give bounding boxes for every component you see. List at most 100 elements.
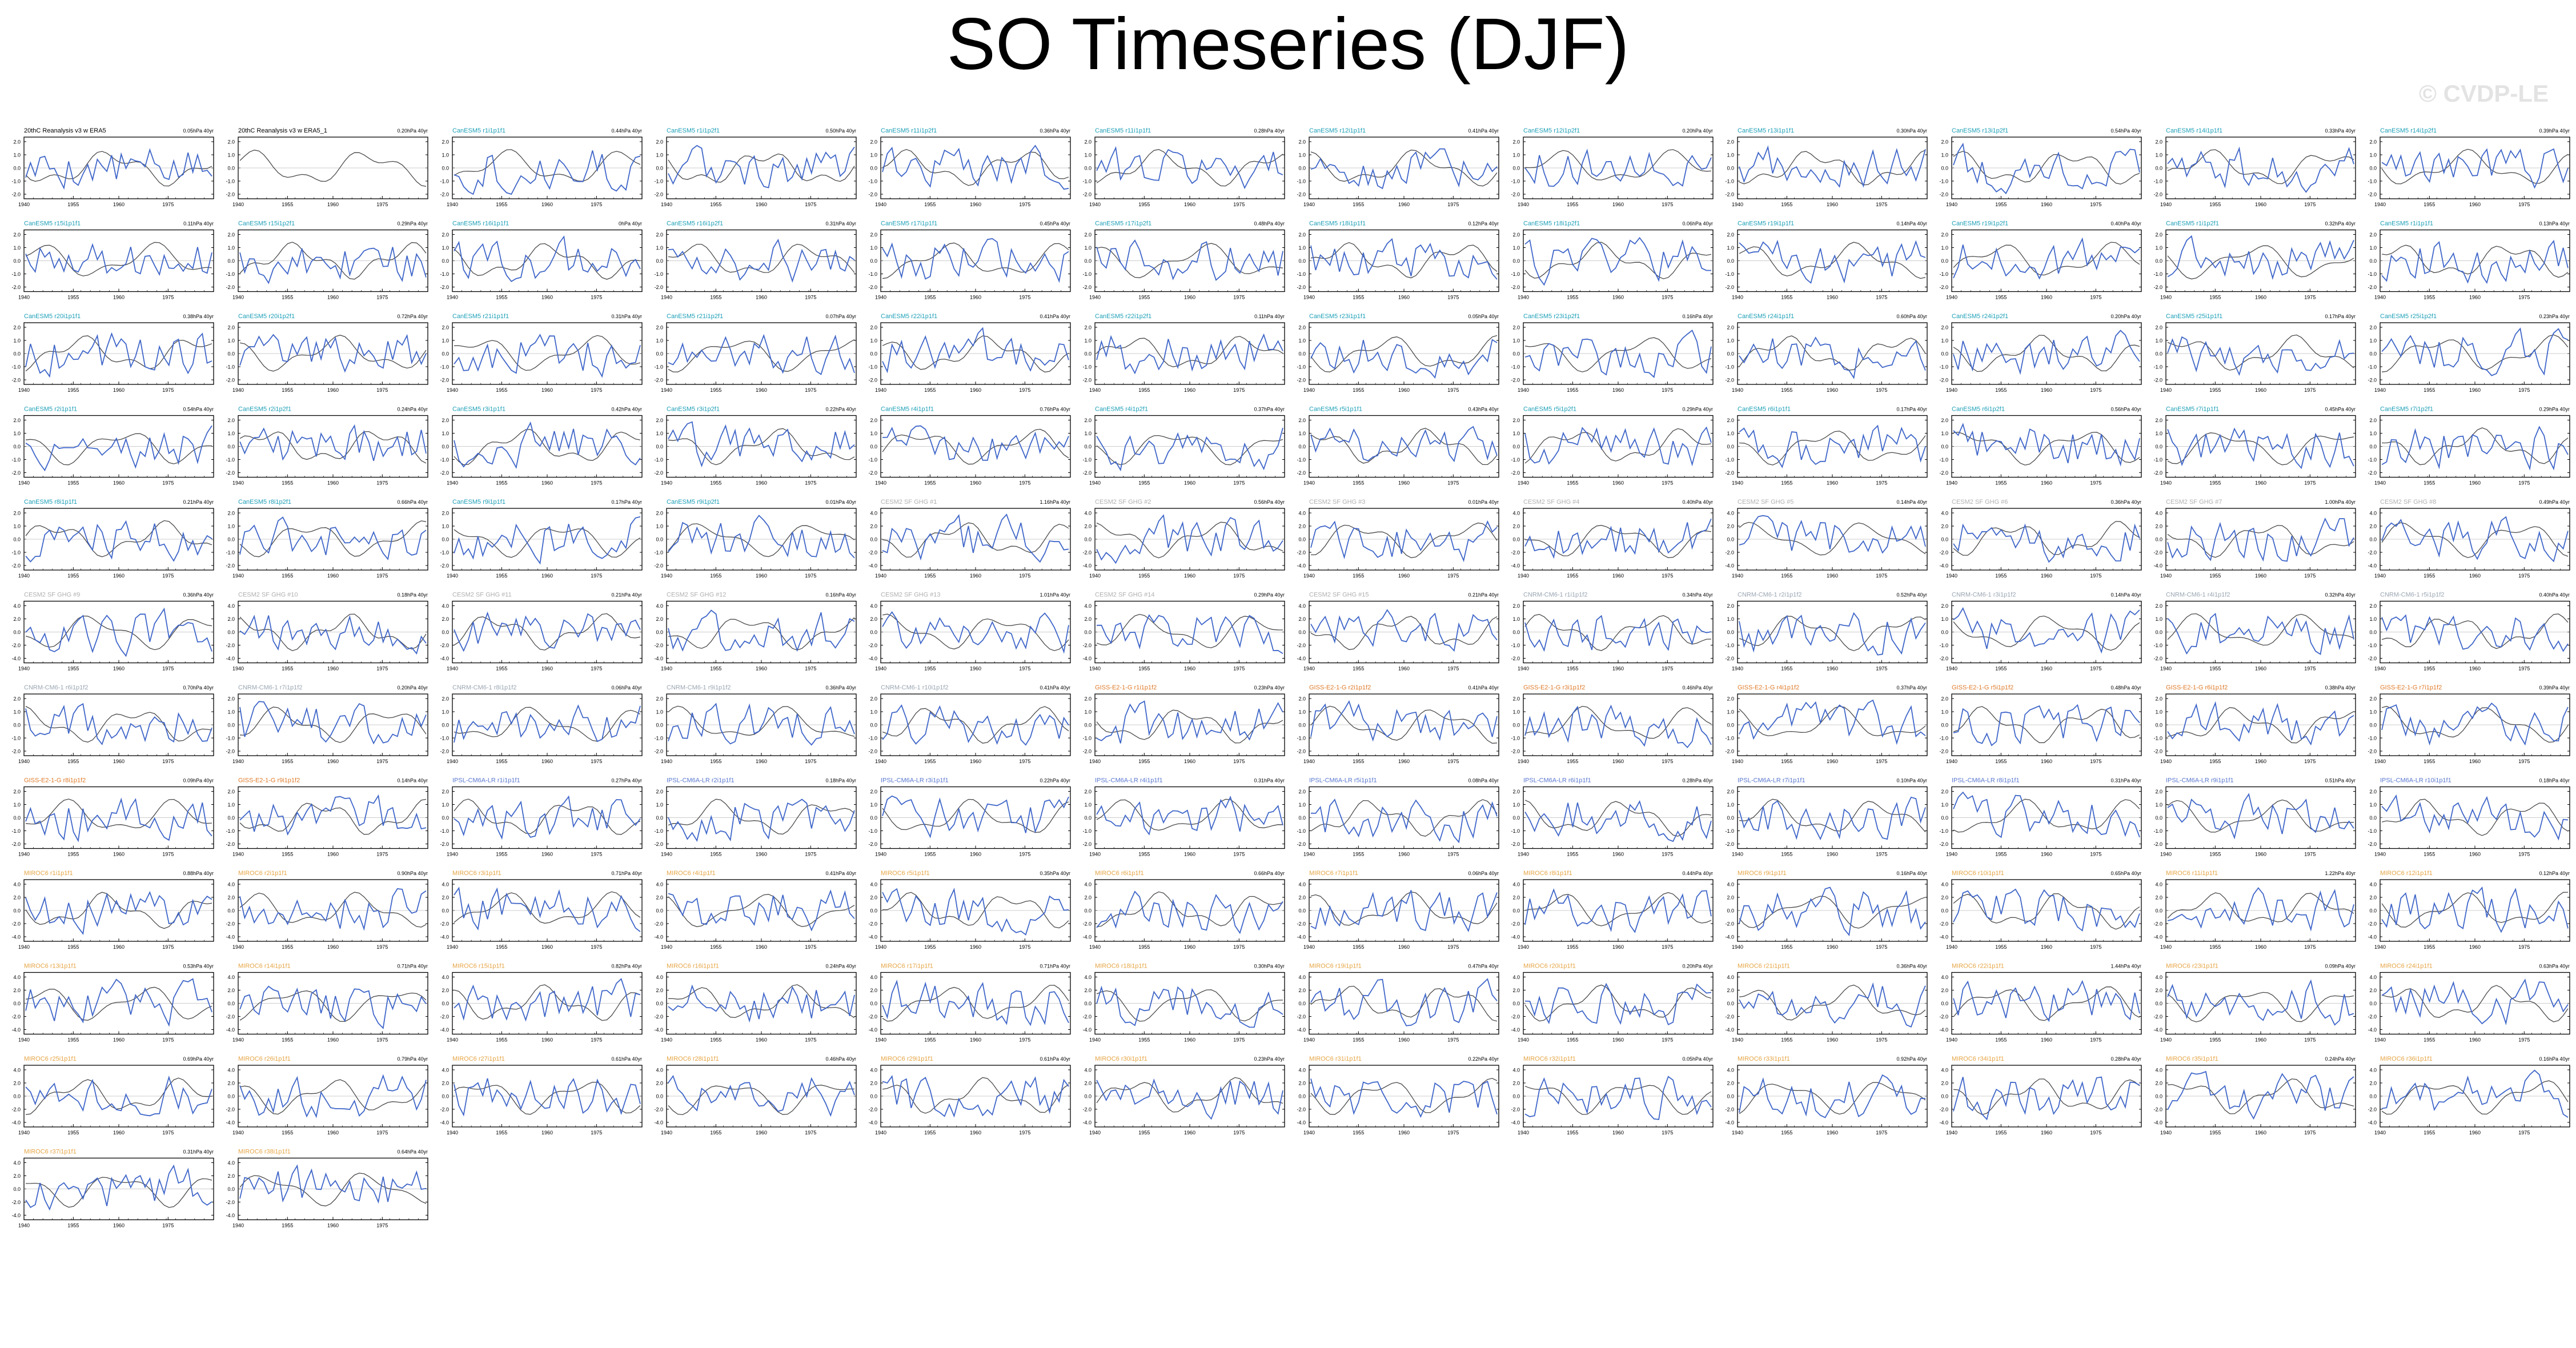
y-tick-label: -1.0	[654, 364, 663, 370]
panel-label: CanESM5 r20i1p1f1	[24, 313, 81, 320]
x-tick-label: 1940	[661, 202, 672, 207]
panel-trend: 0.20hPa 40yr	[397, 685, 428, 691]
y-tick-label: 2.0	[442, 696, 449, 702]
x-tick-label: 1960	[1184, 573, 1195, 579]
y-tick-label: 2.0	[2155, 232, 2162, 238]
panel-trend: 0.41hPa 40yr	[1468, 128, 1499, 134]
y-tick-label: -2.0	[1939, 656, 1948, 661]
panel-trend: 0.01hPa 40yr	[1468, 499, 1499, 505]
x-tick-label: 1940	[447, 202, 458, 207]
panel-trend: 0.56hPa 40yr	[1254, 499, 1285, 505]
chart-panel: CanESM5 r16i1p2f1 0.31hPa 40yr 2.0 1.0 0.0 -1…	[654, 220, 857, 300]
y-tick-label: -2.0	[11, 378, 21, 383]
x-tick-label: 1955	[2209, 759, 2221, 764]
y-tick-label: 2.0	[1298, 139, 1306, 145]
x-tick-label: 1960	[1612, 573, 1624, 579]
obs-series-line	[2381, 244, 2569, 278]
y-tick-label: -2.0	[1511, 550, 1520, 556]
y-tick-label: 1.0	[1512, 616, 1520, 622]
x-tick-label: 1940	[1089, 666, 1101, 672]
y-tick-label: -1.0	[440, 271, 449, 277]
model-series-line	[239, 424, 427, 462]
y-tick-label: 0.0	[1084, 537, 1092, 543]
x-tick-label: 1975	[162, 202, 174, 207]
panel-label: CESM2 SF GHG #6	[1952, 499, 2008, 506]
chart-panel: IPSL-CM6A-LR r4i1p1f1 0.31hPa 40yr 2.0 1.0 0…	[1082, 777, 1285, 857]
y-tick-label: 0.0	[227, 258, 235, 264]
y-tick-label: -1.0	[2153, 643, 2162, 648]
y-tick-label: 4.0	[1727, 511, 1734, 516]
x-tick-label: 1940	[1089, 852, 1101, 857]
model-series-line	[1739, 424, 1926, 468]
y-tick-label: 4.0	[2369, 511, 2377, 516]
x-tick-label: 1975	[1662, 480, 1673, 486]
panel-label: CNRM-CM6-1 r8i1p1f2	[452, 684, 516, 691]
x-tick-label: 1940	[232, 759, 244, 764]
x-tick-label: 1940	[1518, 202, 1529, 207]
y-tick-label: 1.0	[1941, 431, 1948, 436]
obs-series-line	[1953, 151, 2140, 184]
panel-trend: 0.27hPa 40yr	[611, 778, 642, 784]
y-tick-label: 2.0	[1941, 696, 1948, 702]
obs-series-line	[1953, 335, 2140, 372]
y-tick-label: 0.0	[2369, 723, 2377, 728]
model-series-line	[1524, 426, 1712, 467]
model-series-line	[2167, 336, 2354, 376]
x-tick-label: 1960	[541, 202, 553, 207]
panel-trend: 0.20hPa 40yr	[1682, 128, 1713, 134]
x-tick-label: 1960	[2469, 852, 2481, 857]
y-tick-label: -2.0	[1297, 550, 1306, 556]
model-series-line	[1310, 799, 1498, 844]
x-tick-label: 1975	[2518, 666, 2530, 672]
obs-series-line	[1524, 428, 1712, 464]
y-tick-label: 0.0	[227, 723, 235, 728]
y-tick-label: 1.0	[227, 338, 235, 344]
y-tick-label: 2.0	[1298, 524, 1306, 529]
model-series-line	[2381, 614, 2569, 652]
y-tick-label: 0.0	[1727, 166, 1734, 171]
y-tick-label: 2.0	[13, 789, 21, 795]
panel-label: GISS-E2-1-G r2i1p1f2	[1309, 684, 1371, 691]
y-tick-label: -2.0	[1939, 550, 1948, 556]
panel-trend: 0.29hPa 40yr	[1254, 592, 1285, 598]
y-tick-label: -1.0	[868, 179, 877, 184]
y-tick-label: 2.0	[656, 696, 663, 702]
x-tick-label: 1960	[2469, 573, 2481, 579]
y-tick-label: 2.0	[1084, 524, 1092, 529]
panel-label: IPSL-CM6A-LR r6i1p1f1	[1523, 777, 1591, 784]
panel-label: CESM2 SF GHG #14	[1095, 592, 1155, 599]
panel-trend: 0.70hPa 40yr	[183, 685, 214, 691]
model-series-line	[1739, 336, 1926, 379]
x-tick-label: 1940	[1732, 852, 1743, 857]
model-series-line	[239, 247, 427, 284]
model-series-line	[2381, 239, 2569, 284]
panel-label: CanESM5 r9i1p2f1	[667, 499, 720, 506]
y-tick-label: 4.0	[13, 882, 21, 888]
panel-trend: 0.17hPa 40yr	[611, 499, 642, 505]
y-tick-label: -4.0	[226, 934, 235, 940]
y-tick-label: 1.0	[442, 153, 449, 158]
y-tick-label: 0.0	[1512, 537, 1520, 543]
chart-panel: CanESM5 r1i1p2f1 0.50hPa 40yr 2.0 1.0 0.0 -1.…	[654, 127, 857, 207]
y-tick-label: 1.0	[1727, 245, 1734, 251]
y-tick-label: -1.0	[2368, 457, 2377, 463]
y-tick-label: 1.0	[1298, 431, 1306, 436]
y-tick-label: -2.0	[1725, 841, 1734, 847]
y-tick-label: 2.0	[227, 616, 235, 622]
y-tick-label: -2.0	[1725, 378, 1734, 383]
x-tick-label: 1955	[1138, 202, 1150, 207]
y-tick-label: -1.0	[2368, 736, 2377, 741]
panel-label: CanESM5 r1i1p1f1	[2380, 220, 2433, 227]
model-series-line	[668, 515, 855, 559]
y-tick-label: 0.0	[442, 629, 449, 635]
panel-trend: 0.50hPa 40yr	[825, 128, 856, 134]
chart-panel: CNRM-CM6-1 r7i1p1f2 0.20hPa 40yr 2.0 1.0 0.0…	[226, 684, 428, 764]
x-tick-label: 1975	[1447, 387, 1459, 393]
model-series-line	[25, 243, 212, 276]
y-tick-label: -1.0	[226, 457, 235, 463]
y-tick-label: 0.0	[1512, 723, 1520, 728]
y-tick-label: -1.0	[654, 271, 663, 277]
y-tick-label: -1.0	[1511, 271, 1520, 277]
y-tick-label: 4.0	[1298, 511, 1306, 516]
chart-panel: MIROC6 r2i1p1f1 0.90hPa 40yr 4.0 2.0 0.0 -2.0…	[226, 870, 428, 950]
